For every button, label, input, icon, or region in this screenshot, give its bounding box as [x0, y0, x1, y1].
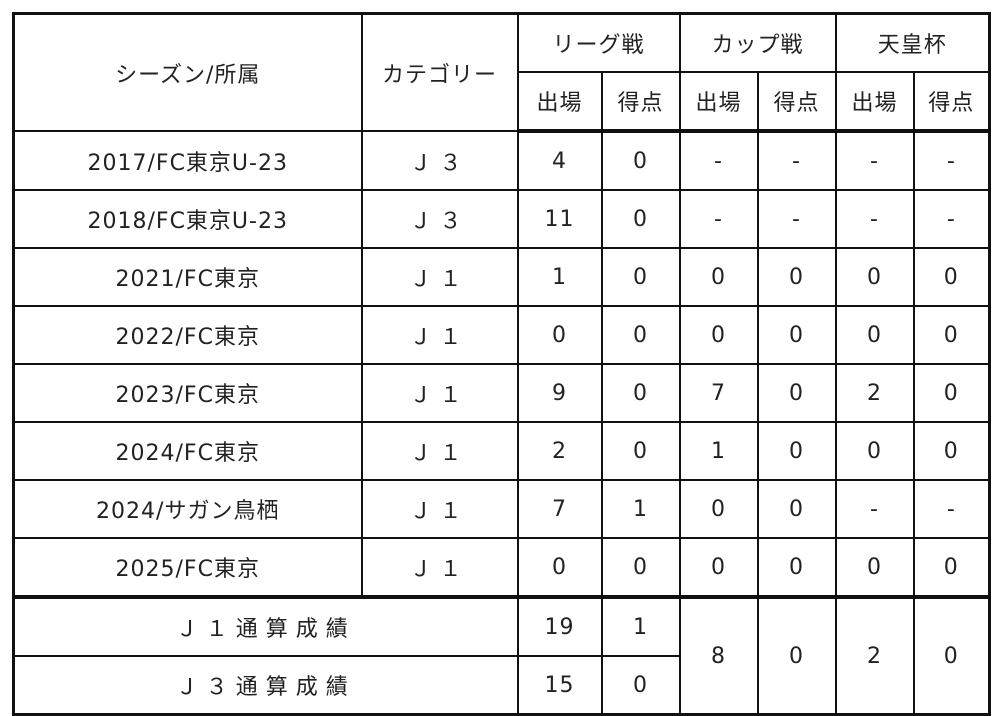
season-cell: 2023/FC東京	[12, 363, 363, 423]
stat-cell: -	[756, 130, 837, 191]
stat-cell: 7	[678, 363, 759, 423]
data-row: 2025/FC東京 Ｊ１ 0 0 0 0 0 0	[12, 537, 991, 599]
season-cell: 2022/FC東京	[12, 305, 363, 365]
stat-cell: 2	[834, 596, 915, 716]
category-cell: Ｊ１	[360, 537, 519, 599]
data-row: 2024/FC東京 Ｊ１ 2 0 1 0 0 0	[12, 421, 991, 481]
stat-cell: 0	[600, 130, 681, 191]
stat-cell: 0	[756, 421, 837, 481]
stat-cell: 11	[516, 189, 603, 249]
stat-cell: 0	[516, 537, 603, 599]
stat-cell: 0	[516, 305, 603, 365]
header-row: 出場 得点 出場 得点 出場 得点	[14, 71, 991, 133]
stat-cell: 0	[912, 305, 991, 365]
category-cell: Ｊ１	[360, 479, 519, 539]
table-body: シーズン/所属 カテゴリー リーグ戦 カップ戦 天皇杯 出場 得点 出場 得点 …	[12, 12, 991, 716]
total-row: Ｊ１通算成績 19 1 8 0 2 0	[12, 596, 991, 716]
data-row: 2017/FC東京U-23 Ｊ３ 4 0- - - -	[12, 130, 991, 191]
stat-cell: -	[912, 130, 991, 191]
stat-cell: 0	[678, 247, 759, 307]
stat-cell: 1	[600, 596, 681, 657]
stat-cell: 0	[912, 247, 991, 307]
category-cell: Ｊ１	[360, 305, 519, 365]
stat-cell: 0	[600, 247, 681, 307]
stat-cell: -	[834, 479, 915, 539]
subheader: 得点	[912, 71, 991, 133]
subheader: 出場	[834, 71, 915, 133]
season-cell: 2017/FC東京U-23	[12, 130, 363, 191]
stat-cell: 0	[600, 363, 681, 423]
category-cell: Ｊ１	[360, 247, 519, 307]
stat-cell: 19	[516, 596, 603, 657]
data-row: 2021/FC東京 Ｊ１ 1 0 0 0 0 0	[12, 247, 991, 307]
stat-cell: 0	[834, 305, 915, 365]
header-cell: シーズン/所属	[12, 12, 363, 132]
stats-table: シーズン/所属 カテゴリー リーグ戦 カップ戦 天皇杯 出場 得点 出場 得点 …	[12, 12, 992, 716]
stat-cell: 1	[600, 479, 681, 539]
stat-cell: -	[756, 189, 837, 249]
category-cell: Ｊ３	[360, 189, 519, 249]
stat-cell: -	[678, 189, 759, 249]
stat-cell: 4	[516, 130, 603, 191]
stat-cell: 0	[600, 305, 681, 365]
stat-cell: 0	[600, 537, 681, 599]
stat-cell: 0	[912, 537, 991, 599]
stat-cell: 0	[756, 305, 837, 365]
stat-cell: 0	[600, 421, 681, 481]
stat-cell: 0	[756, 479, 837, 539]
header-cell: カテゴリー	[360, 12, 519, 132]
stat-cell: 0	[756, 363, 837, 423]
header-group: リーグ戦	[516, 12, 681, 73]
data-row: 2024/サガン鳥栖 Ｊ１ 7 1 0 0- -	[12, 479, 991, 539]
stat-cell: 1	[678, 421, 759, 481]
subheader: 出場	[678, 71, 759, 133]
category-cell: Ｊ３	[360, 130, 519, 191]
header-row: シーズン/所属 カテゴリー リーグ戦 カップ戦 天皇杯	[12, 12, 991, 132]
stat-cell: 0	[834, 537, 915, 599]
stat-cell: 0	[912, 596, 991, 716]
subheader: 得点	[600, 71, 681, 133]
stat-cell: 0	[678, 537, 759, 599]
stat-cell: 0	[912, 363, 991, 423]
stat-cell: 0	[678, 479, 759, 539]
category-cell: Ｊ１	[360, 421, 519, 481]
season-cell: 2025/FC東京	[12, 537, 363, 599]
data-row: 2018/FC東京U-23 Ｊ３ 11 0- - - -	[12, 189, 991, 249]
category-cell: Ｊ１	[360, 363, 519, 423]
data-row: 2022/FC東京 Ｊ１ 0 0 0 0 0 0	[12, 305, 991, 365]
stat-cell: 15	[516, 655, 603, 716]
stat-cell: -	[834, 189, 915, 249]
subheader: 出場	[516, 71, 603, 133]
stat-cell: 7	[516, 479, 603, 539]
stat-cell: -	[834, 130, 915, 191]
stat-cell: 0	[756, 537, 837, 599]
stat-cell: 9	[516, 363, 603, 423]
stat-cell: 2	[834, 363, 915, 423]
stat-cell: 0	[834, 247, 915, 307]
stat-cell: 2	[516, 421, 603, 481]
total-label: Ｊ１通算成績	[12, 596, 519, 657]
stat-cell: 0	[756, 247, 837, 307]
stat-cell: 0	[912, 421, 991, 481]
header-group: カップ戦	[678, 12, 837, 73]
season-cell: 2021/FC東京	[12, 247, 363, 307]
stat-cell: 0	[600, 189, 681, 249]
season-cell: 2024/サガン鳥栖	[12, 479, 363, 539]
stat-cell: 0	[834, 421, 915, 481]
total-label: Ｊ３通算成績	[12, 655, 519, 716]
stat-cell: 1	[516, 247, 603, 307]
season-cell: 2024/FC東京	[12, 421, 363, 481]
stat-cell: 0	[600, 655, 681, 716]
data-row: 2023/FC東京 Ｊ１ 9 0 7 0 2 0	[12, 363, 991, 423]
subheader: 得点	[756, 71, 837, 133]
stat-cell: 0	[678, 305, 759, 365]
stat-cell: 0	[756, 596, 837, 716]
season-cell: 2018/FC東京U-23	[12, 189, 363, 249]
stat-cell: -	[912, 479, 991, 539]
stat-cell: 8	[678, 596, 759, 716]
header-group: 天皇杯	[834, 12, 991, 73]
stat-cell: -	[912, 189, 991, 249]
stat-cell: -	[678, 130, 759, 191]
